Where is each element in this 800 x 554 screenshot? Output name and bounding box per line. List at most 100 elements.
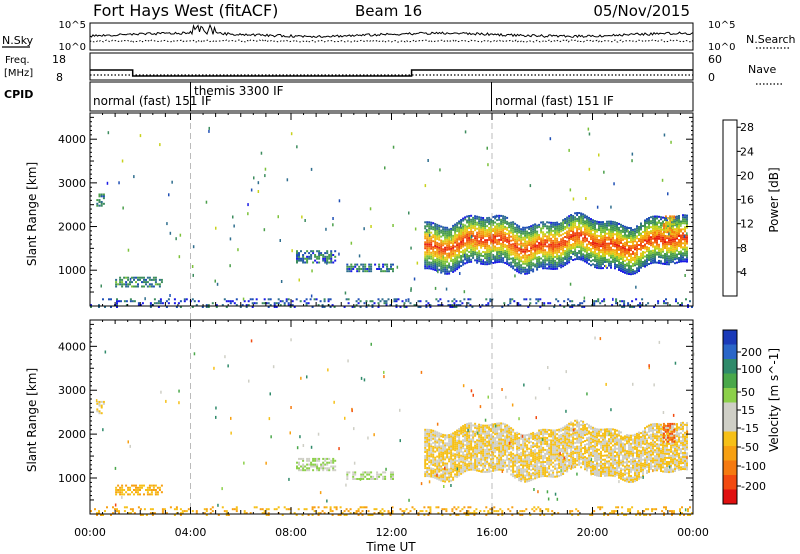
power-y-tick-4000: 4000 <box>58 133 86 146</box>
noise-traces <box>89 23 694 48</box>
scatter-band-0 <box>424 212 688 276</box>
scatter-patch-1 <box>115 276 163 288</box>
scatter-patch-5 <box>662 215 676 236</box>
noise-sky-label: N.Sky <box>2 34 34 47</box>
velocity-tick--15: -15 <box>741 422 759 435</box>
velocity-tick-15: 15 <box>741 404 755 417</box>
power-tick-28: 28 <box>740 121 754 134</box>
cpid-segment-3: normal (fast) 151 IF <box>495 94 614 108</box>
velocity-color-swatch <box>723 359 737 374</box>
search-noise-trace <box>89 39 694 43</box>
scatter-band-0 <box>424 419 688 483</box>
x-tick-1: 04:00 <box>175 526 207 539</box>
velocity-panel: 1000 2000 3000 4000 Slant Range [km] <box>25 319 695 516</box>
power-y-axis-label: Slant Range [km] <box>25 162 39 266</box>
freq-panel: Freq. [MHz] 18 8 60 0 Nave <box>4 52 782 85</box>
velocity-tick-100: 100 <box>741 363 762 376</box>
velocity-tick--200: -200 <box>741 480 766 493</box>
velocity-tick--50: -50 <box>741 441 759 454</box>
power-colorbar: 4 8 12 16 20 24 28 <box>722 119 754 297</box>
freq-traces <box>90 69 693 77</box>
frequency-trace <box>90 69 693 77</box>
velocity-color-swatch <box>723 373 737 389</box>
freq-label: Freq. <box>5 55 30 66</box>
scatter-patch-1 <box>115 484 163 496</box>
x-tick-4: 16:00 <box>476 526 508 539</box>
scatter-patch-2 <box>346 263 394 273</box>
nave-tick-low: 0 <box>708 71 715 84</box>
noise-right-tick-low: 10^0 <box>708 42 735 53</box>
velocity-y-tick-3000: 3000 <box>58 384 86 397</box>
scatter-patch-4 <box>96 193 105 207</box>
velocity-colorbar: 200 100 50 15 -15 -50 -100 -200 <box>722 329 766 505</box>
freq-tick-low: 8 <box>56 71 63 84</box>
scatter-near-range-ground-scatter-6 <box>90 506 693 516</box>
cpid-panel: CPID normal (fast) 151 IF themis 3300 IF… <box>4 81 694 112</box>
sky-noise-trace <box>89 23 694 48</box>
nave-label: Nave <box>748 63 776 76</box>
x-tick-0: 00:00 <box>74 526 106 539</box>
noise-right-tick-high: 10^5 <box>708 20 735 31</box>
power-colorbar-label: Power [dB] <box>767 167 781 232</box>
freq-unit-label: [MHz] <box>4 68 33 79</box>
power-y-tick-1000: 1000 <box>58 264 86 277</box>
freq-tick-high: 18 <box>52 53 66 66</box>
velocity-color-swatch <box>723 402 737 418</box>
power-tick-20: 20 <box>740 169 754 182</box>
velocity-tick-200: 200 <box>741 346 762 359</box>
power-tick-8: 8 <box>740 242 747 255</box>
noise-panel: N.Sky 10^5 10^0 10^5 10^0 N.Search <box>2 20 796 53</box>
velocity-color-swatch <box>723 489 737 505</box>
x-tick-5: 20:00 <box>577 526 609 539</box>
velocity-y-tick-1000: 1000 <box>58 472 86 485</box>
velocity-tick--100: -100 <box>741 460 766 473</box>
x-tick-6: 00:00 <box>677 526 709 539</box>
velocity-color-swatch <box>723 446 737 461</box>
cpid-segment-1: normal (fast) 151 IF <box>93 94 212 108</box>
velocity-color-swatch <box>723 460 737 476</box>
velocity-y-ticks: 1000 2000 3000 4000 <box>58 323 693 501</box>
power-tick-24: 24 <box>740 145 754 158</box>
power-heatmap <box>90 126 693 308</box>
scatter-patch-5 <box>662 422 676 443</box>
velocity-color-swatch <box>723 417 737 432</box>
velocity-color-swatch <box>723 431 737 447</box>
x-tick-2: 08:00 <box>275 526 307 539</box>
velocity-y-tick-4000: 4000 <box>58 340 86 353</box>
velocity-colorbar-label: Velocity [m s^-1] <box>767 348 781 452</box>
cpid-label: CPID <box>4 88 33 101</box>
scatter-speckles <box>100 126 688 303</box>
power-y-tick-3000: 3000 <box>58 177 86 190</box>
velocity-color-swatch <box>723 344 737 360</box>
velocity-heatmap <box>90 335 695 516</box>
radar-title: Fort Hays West (fitACF) <box>93 1 278 20</box>
power-tick-4: 4 <box>740 266 747 279</box>
noise-left-tick-low: 10^0 <box>59 42 86 53</box>
date-label: 05/Nov/2015 <box>593 2 690 20</box>
mode-change-lines <box>190 113 493 514</box>
velocity-tick-50: 50 <box>741 386 755 399</box>
scatter-speckles <box>95 335 695 512</box>
power-tick-12: 12 <box>740 218 754 231</box>
scatter-patch-2 <box>346 471 394 480</box>
velocity-color-swatch <box>723 475 737 490</box>
velocity-color-swatch <box>723 330 737 345</box>
beam-label: Beam 16 <box>355 2 422 20</box>
velocity-y-tick-2000: 2000 <box>58 428 86 441</box>
power-y-tick-2000: 2000 <box>58 221 86 234</box>
noise-left-tick-high: 10^5 <box>59 20 86 31</box>
cpid-segment-2: themis 3300 IF <box>194 84 284 98</box>
power-tick-16: 16 <box>740 194 754 207</box>
noise-search-label: N.Search <box>746 33 796 46</box>
velocity-color-swatch <box>723 388 737 403</box>
x-tick-3: 12:00 <box>376 526 408 539</box>
scatter-patch-3 <box>296 250 337 264</box>
power-y-ticks: 1000 2000 3000 4000 <box>58 116 693 293</box>
nave-tick-high: 60 <box>708 53 722 66</box>
velocity-y-axis-label: Slant Range [km] <box>25 368 39 472</box>
x-axis-ticks: 00:00 04:00 08:00 12:00 16:00 20:00 00:00 <box>74 113 709 539</box>
power-panel: 1000 2000 3000 4000 Slant Range [km] <box>25 112 694 308</box>
x-axis-label: Time UT <box>365 540 416 554</box>
scatter-patch-3 <box>296 457 337 472</box>
